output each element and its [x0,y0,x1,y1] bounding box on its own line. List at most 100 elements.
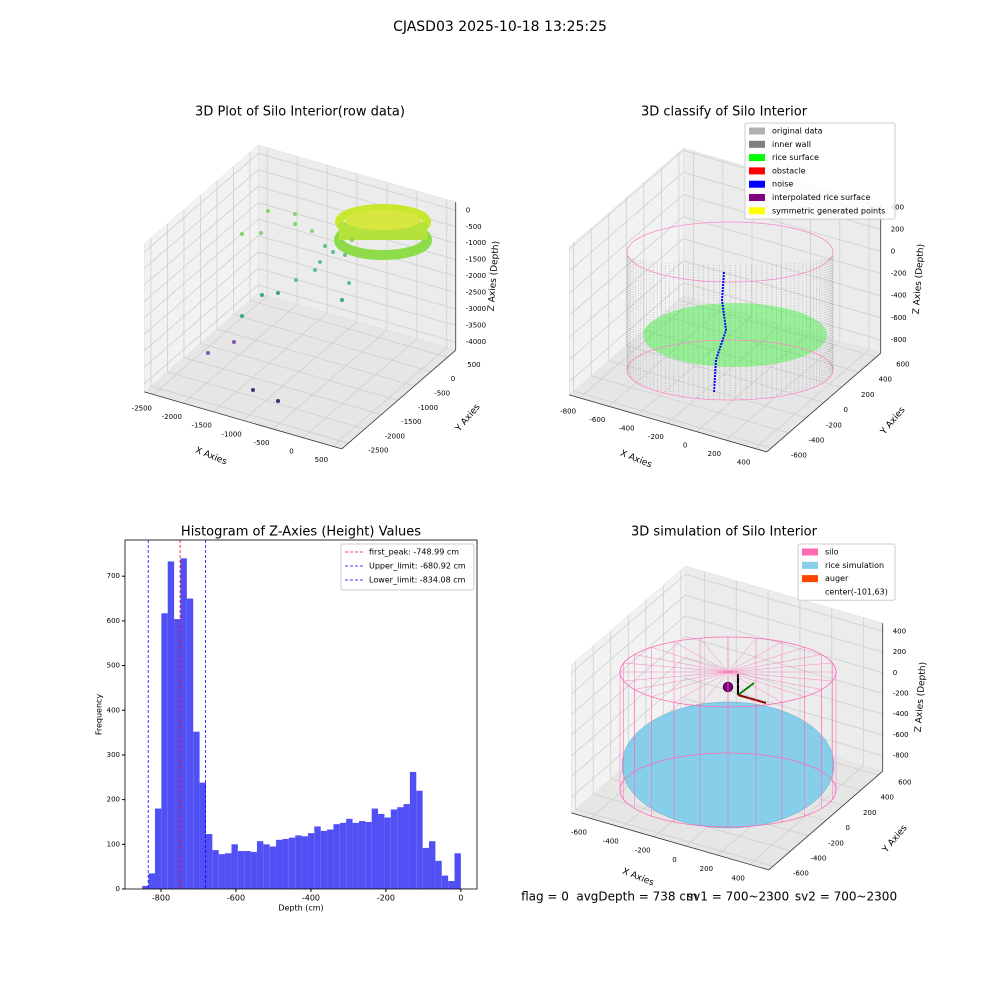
grid-line [332,347,448,447]
cloud-point [323,244,327,248]
y-tick-label: -1500 [401,418,421,426]
cloud-point [318,260,322,264]
bar [276,839,283,889]
wireframe [623,671,729,682]
cloud-point [313,268,317,272]
x-axis-label: Depth (cm) [278,904,323,913]
cloud-point [240,314,244,318]
legend-label: rice surface [772,153,819,162]
bar [256,841,264,889]
bar [205,834,213,889]
footer: sv2 = 700~2300 [795,890,897,904]
wireframe [651,647,729,673]
wireframe [699,671,729,706]
x-tick-label: -1500 [192,422,212,430]
axis-line [571,812,769,871]
grid-line [569,194,684,294]
grid-line [569,172,684,272]
z-axis-label: Z Axies (Depth) [912,244,927,315]
legend-label: symmetric generated points [772,206,885,215]
bar [429,841,436,889]
grid-line [661,314,859,373]
x-tick-label: 400 [737,458,750,466]
y-tick-label: 0 [116,885,120,893]
z-tick-label: -4000 [466,338,486,346]
y-tick-label: 0 [846,824,850,832]
y-tick-label: 700 [107,572,120,580]
y-tick-label: 500 [107,662,120,670]
x-tick-label: -600 [589,416,605,424]
subplot-title: 3D simulation of Silo Interior [631,525,818,540]
grid-line [575,808,774,867]
x-tick-label: -1000 [221,430,241,438]
bar [199,782,206,889]
legend-label: original data [772,127,823,136]
axes-layer [122,144,884,892]
axis-line [766,352,881,453]
y-tick-label: 500 [467,361,480,369]
grid-line [683,260,881,319]
bar [218,854,226,889]
x-tick-label: 0 [458,894,463,903]
x-tick-label: -200 [648,433,664,441]
bar [422,847,430,889]
grid-line [144,169,259,269]
bar [148,873,155,889]
axis-line [569,394,767,453]
grid-line [182,304,298,404]
axis-line [144,391,342,450]
cloud-point [251,388,255,392]
bar [441,875,449,889]
grid-line [152,295,268,395]
wireframe [727,647,805,673]
legend-swatch [749,127,765,135]
wireframe [727,671,822,690]
x-tick-label: -200 [377,894,395,903]
bar [403,804,410,889]
z-tick-label: 400 [893,627,906,635]
y-tick-label: -200 [826,421,842,429]
wireframe [634,654,729,673]
plot-frame [124,539,478,890]
z-tick-label: -1500 [466,256,486,264]
z-tick-label: -800 [891,336,907,344]
subplot-title: 3D Plot of Silo Interior(row data) [195,105,405,120]
bar [295,835,302,889]
x-tick-label: -2500 [132,404,152,412]
grid-line [183,357,382,415]
y-tick-label: 0 [844,406,848,414]
legend-label: interpolated rice surface [772,193,870,202]
z-tick-label: -600 [891,314,907,322]
bar [237,851,245,889]
grid-line [569,150,684,250]
labels-layer: CJASD03 2025-10-18 13:25:25 flag = 0 avg… [95,19,929,913]
cloud [643,303,827,367]
x-tick-label: 400 [732,874,745,882]
bar [448,880,455,889]
y-tick-label: 400 [107,706,120,714]
grid-line [302,338,418,438]
grid-line [144,185,259,286]
y-tick-label: 300 [107,751,120,759]
grid-line [626,345,824,403]
y-tick-label: 600 [898,779,911,787]
bar [365,821,372,889]
z-tick-label: 200 [891,225,904,233]
grid-line [150,385,349,444]
grid-line [571,615,686,715]
cloud-point [347,281,351,285]
x-tick-label: -800 [152,894,170,903]
footer: avgDepth = 738 cm [576,890,697,904]
y-tick-label: 200 [107,796,120,804]
y-tick-label: -500 [434,390,450,398]
bar [142,885,149,889]
grid-line [144,268,259,368]
grid-line [258,268,456,326]
cloud [345,210,421,230]
grid-line [144,153,259,253]
bar [244,851,251,889]
y-tick-label: -2000 [385,432,405,440]
y-tick-label: 100 [107,840,120,848]
bar [263,844,270,889]
